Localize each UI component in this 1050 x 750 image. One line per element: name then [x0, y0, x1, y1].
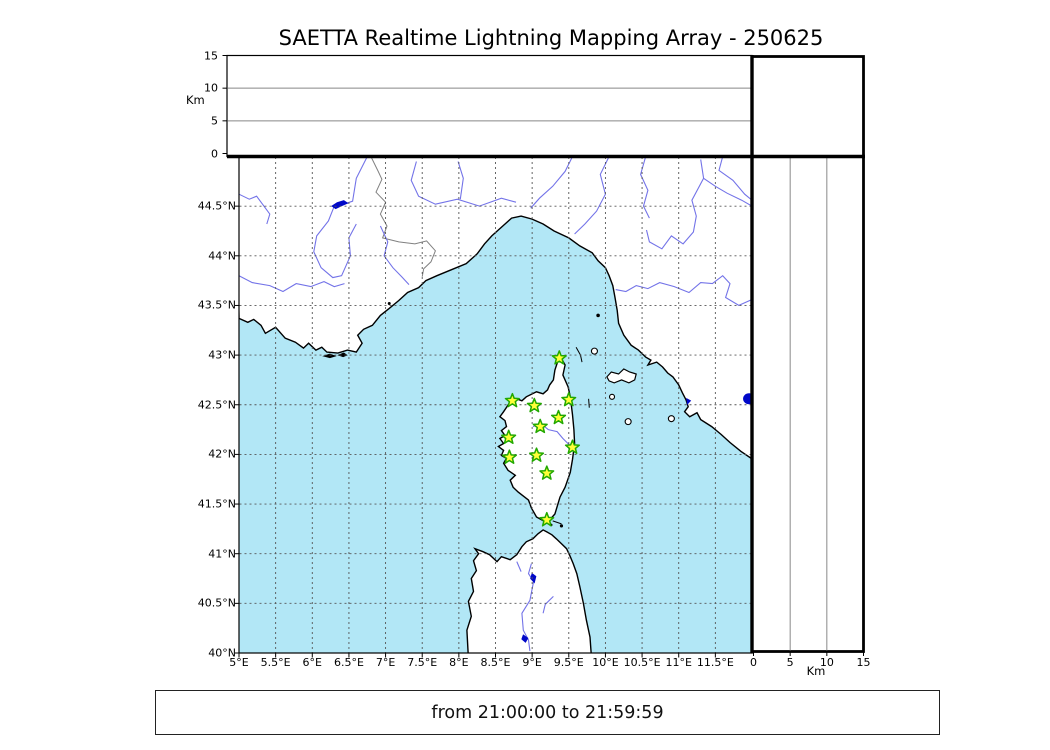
- lon-tick-label: 7°E: [375, 656, 396, 669]
- station-marker: [561, 391, 577, 407]
- panel-separators: [227, 55, 865, 654]
- lon-tick-label: 6°E: [302, 656, 323, 669]
- lon-tick-label: 8.5°E: [480, 656, 511, 669]
- station-marker: [539, 465, 555, 480]
- alt-km-tick-label: 5: [211, 114, 218, 128]
- lat-tick-label: 44°N: [208, 249, 236, 263]
- lat-tick-label: 41°N: [208, 547, 236, 561]
- lon-tick-label: 9.5°E: [553, 656, 584, 669]
- alt-km-tick-label: 15: [204, 49, 218, 62]
- alt-lat-panel-xlabel: Km: [806, 664, 826, 678]
- lon-tick-label: 10°E: [592, 656, 619, 669]
- station-marker: [539, 511, 555, 527]
- altitude-vs-longitude-panel: [226, 54, 753, 158]
- map-panel: [239, 156, 752, 653]
- altitude-vs-latitude-panel: [750, 155, 865, 653]
- station-marker: [528, 447, 545, 462]
- lat-tick-label: 42.5°N: [197, 398, 236, 412]
- station-markers: [501, 350, 581, 527]
- time-window-text: from 21:00:00 to 21:59:59: [431, 702, 664, 723]
- corner-box: [750, 55, 865, 158]
- station-marker: [504, 392, 520, 408]
- lat-tick-label: 40°N: [208, 646, 236, 660]
- station-marker: [526, 397, 542, 413]
- lon-tick-label: 11°E: [665, 656, 692, 669]
- station-marker: [564, 439, 581, 455]
- lat-tick-label: 44.5°N: [197, 199, 236, 213]
- alt-km-tick-label: 15: [856, 656, 871, 669]
- station-marker: [501, 449, 518, 464]
- lon-tick-label: 10.5°E: [623, 656, 661, 669]
- alt-lon-panel-ylabel: Km: [186, 93, 205, 107]
- axis-ticks: [222, 55, 864, 658]
- lat-tick-label: 42°N: [208, 447, 236, 461]
- alt-km-tick-label: 10: [819, 656, 834, 669]
- lat-tick-label: 41.5°N: [197, 497, 236, 511]
- lat-tick-label: 40.5°N: [197, 596, 236, 610]
- lon-tick-label: 7.5°E: [407, 656, 438, 669]
- lon-tick-label: 5.5°E: [260, 656, 291, 669]
- lon-tick-label: 8°E: [449, 656, 469, 669]
- alt-km-tick-label: 5: [786, 656, 794, 669]
- station-marker: [532, 418, 548, 434]
- alt-km-tick-label: 10: [204, 81, 218, 95]
- lon-tick-label: 6.5°E: [333, 656, 364, 669]
- station-marker: [551, 350, 567, 365]
- lon-tick-label: 9°E: [522, 656, 542, 669]
- lat-tick-label: 43°N: [208, 348, 236, 362]
- station-marker: [550, 409, 567, 425]
- figure-title: SAETTA Realtime Lightning Mapping Array …: [278, 26, 824, 50]
- lon-tick-label: 5°E: [229, 656, 249, 669]
- lon-tick-label: 11.5°E: [696, 656, 734, 669]
- alt-km-tick-label: 0: [750, 656, 757, 669]
- station-marker: [501, 429, 517, 445]
- alt-km-tick-label: 0: [211, 147, 218, 160]
- time-window-box: from 21:00:00 to 21:59:59: [155, 690, 940, 735]
- lat-tick-label: 43.5°N: [197, 298, 236, 312]
